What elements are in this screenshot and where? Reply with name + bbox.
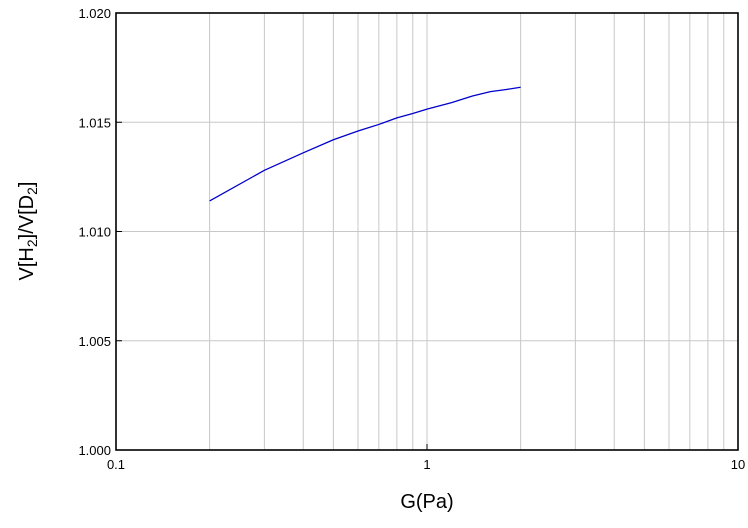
axis-ticks bbox=[115, 12, 739, 451]
x-tick-label-1: 1 bbox=[423, 457, 430, 472]
series-line-0 bbox=[209, 86, 521, 202]
y-tick-label-1: 1.005 bbox=[78, 334, 111, 349]
y-tick-label-0: 1.000 bbox=[78, 443, 111, 458]
x-tick-label-2: 10 bbox=[731, 457, 745, 472]
y-axis-title-part1: V[H bbox=[16, 247, 38, 280]
y-axis-title-sub2: 2 bbox=[24, 187, 40, 195]
y-axis-title-sub1: 2 bbox=[24, 239, 40, 247]
y-axis-title: V[H2]/V[D2] bbox=[16, 182, 40, 281]
x-tick-labels: 0.1 1 10 bbox=[107, 457, 745, 472]
y-tick-label-3: 1.015 bbox=[78, 115, 111, 130]
series-group bbox=[209, 86, 521, 202]
x-axis-title: G(Pa) bbox=[400, 491, 453, 513]
y-axis-title-part3: ] bbox=[16, 182, 38, 188]
y-axis-title-part2: ]/V[D bbox=[16, 195, 38, 239]
y-tick-labels: 1.000 1.005 1.010 1.015 1.020 bbox=[78, 6, 111, 458]
y-tick-label-4: 1.020 bbox=[78, 6, 111, 21]
grid-lines bbox=[116, 13, 738, 450]
x-tick-label-0: 0.1 bbox=[107, 457, 125, 472]
y-tick-label-2: 1.010 bbox=[78, 225, 111, 240]
